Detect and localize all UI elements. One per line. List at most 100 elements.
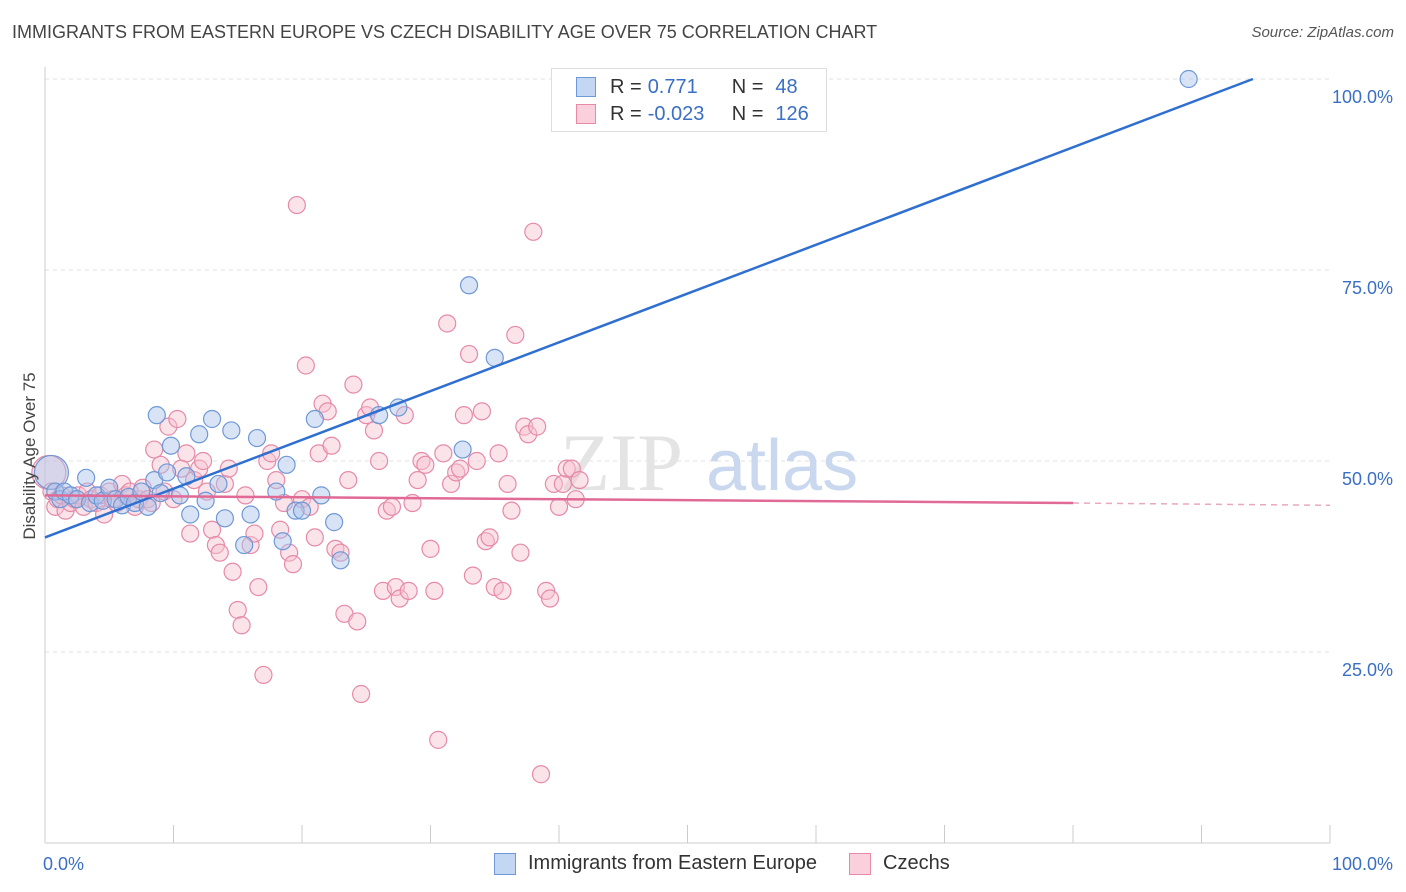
- czechs-point: [502, 501, 521, 520]
- y-tick-label: 100.0%: [1332, 87, 1393, 107]
- legend-row-eastern-europe: R = 0.771 N = 48: [576, 74, 798, 100]
- czechs-point: [382, 497, 402, 516]
- y-tick-label: 75.0%: [1342, 278, 1393, 298]
- eastern-europe-point: [286, 501, 305, 520]
- chart-title: IMMIGRANTS FROM EASTERN EUROPE VS CZECH …: [12, 22, 878, 42]
- y-tick-label: 25.0%: [1342, 660, 1393, 680]
- czechs-point: [151, 455, 170, 474]
- czechs-point: [283, 555, 303, 574]
- legend-r-value: -0.023: [647, 102, 705, 125]
- czechs-point: [254, 665, 273, 685]
- eastern-europe-point: [33, 454, 70, 491]
- czechs-point: [459, 344, 479, 364]
- czechs-point: [454, 406, 474, 425]
- czechs-point: [480, 528, 499, 547]
- czechs-point: [506, 325, 525, 345]
- watermark: ZIP atlas: [560, 417, 858, 508]
- eastern-europe-point: [292, 501, 312, 520]
- czechs-point: [498, 474, 517, 494]
- eastern-europe-point: [161, 436, 181, 455]
- x-tick-label: 0.0%: [43, 854, 84, 874]
- tick-labels: 25.0% 50.0% 75.0% 100.0% 0.0% 100.0%: [43, 87, 1393, 874]
- czechs-trend-line: [44, 494, 1074, 505]
- watermark-atlas: atlas: [706, 426, 858, 506]
- series-legend: Immigrants from Eastern Europe Czechs: [494, 852, 982, 875]
- czechs-point: [408, 471, 427, 490]
- czechs-point: [421, 539, 440, 558]
- czechs-point: [531, 765, 551, 784]
- legend-row-czechs: R = -0.023 N = 126: [576, 101, 809, 127]
- eastern-europe-point: [222, 421, 241, 440]
- legend-n-value: 126: [775, 102, 809, 125]
- eastern-europe-point: [157, 463, 177, 482]
- eastern-europe-point: [202, 409, 222, 429]
- czechs-point: [202, 520, 222, 539]
- czechs-point: [280, 543, 299, 562]
- czechs-point: [322, 436, 341, 455]
- czechs-point: [553, 474, 572, 494]
- czechs-point: [463, 566, 483, 585]
- czechs-point: [228, 600, 247, 620]
- czechs-point: [438, 314, 457, 333]
- eastern-europe-point: [247, 428, 267, 448]
- czechs-point: [450, 459, 470, 478]
- eastern-europe-point: [190, 425, 209, 444]
- eastern-europe-point: [305, 409, 324, 429]
- eastern-europe-point: [241, 505, 260, 524]
- czechs-point: [416, 455, 435, 474]
- eastern-europe-point: [459, 276, 479, 295]
- czechs-point: [145, 440, 164, 459]
- eastern-europe-point: [312, 486, 331, 505]
- czechs-point: [339, 471, 358, 490]
- czechs-point: [570, 471, 589, 490]
- czechs-point: [177, 444, 196, 463]
- eastern-europe-point: [147, 406, 166, 425]
- eastern-europe-point: [235, 535, 254, 555]
- czechs-point: [168, 409, 187, 429]
- czechs-point: [399, 581, 418, 600]
- czechs-point: [305, 528, 324, 547]
- eastern-europe-point: [331, 551, 350, 570]
- legend-swatch-pink: [849, 852, 871, 875]
- czechs-point: [493, 581, 512, 600]
- legend-n-label: N =: [731, 75, 764, 98]
- eastern-europe-point: [325, 513, 344, 532]
- czechs-point: [249, 577, 268, 597]
- legend-swatch-pink: [576, 104, 596, 124]
- eastern-europe-point: [273, 532, 292, 551]
- source-label: Source: ZipAtlas.com: [1251, 24, 1394, 41]
- legend-item-eastern-europe: Immigrants from Eastern Europe: [494, 852, 817, 875]
- czechs-point: [232, 616, 251, 635]
- czechs-point: [364, 421, 384, 440]
- czechs-point: [434, 444, 453, 463]
- czechs-point: [370, 451, 389, 471]
- czechs-trend-extension: [1072, 502, 1331, 507]
- czechs-point: [429, 730, 448, 749]
- czechs-point: [511, 543, 530, 562]
- eastern-europe-point: [277, 455, 296, 474]
- czechs-point: [241, 535, 260, 555]
- legend-label: Immigrants from Eastern Europe: [528, 852, 817, 874]
- czechs-point: [489, 444, 508, 463]
- czechs-point: [441, 474, 461, 494]
- czechs-point: [557, 459, 576, 478]
- czechs-point: [425, 581, 444, 600]
- czechs-point: [549, 497, 569, 516]
- x-tick-label: 100.0%: [1332, 854, 1393, 874]
- eastern-europe-point: [196, 491, 215, 510]
- eastern-europe-point: [215, 509, 234, 528]
- legend-label: Czechs: [883, 852, 950, 874]
- czechs-point: [524, 222, 543, 241]
- eastern-europe-point: [209, 474, 228, 494]
- czechs-point: [215, 474, 234, 494]
- czechs-point: [245, 524, 264, 543]
- czechs-point: [395, 406, 414, 425]
- czechs-point: [528, 417, 547, 436]
- legend-r-label: R =: [610, 75, 642, 98]
- czechs-point: [467, 451, 486, 471]
- czechs-point: [348, 612, 367, 631]
- legend-n-label: N =: [731, 102, 764, 125]
- axes: [44, 67, 1331, 844]
- czechs-point: [472, 402, 491, 421]
- czechs-point: [287, 195, 306, 215]
